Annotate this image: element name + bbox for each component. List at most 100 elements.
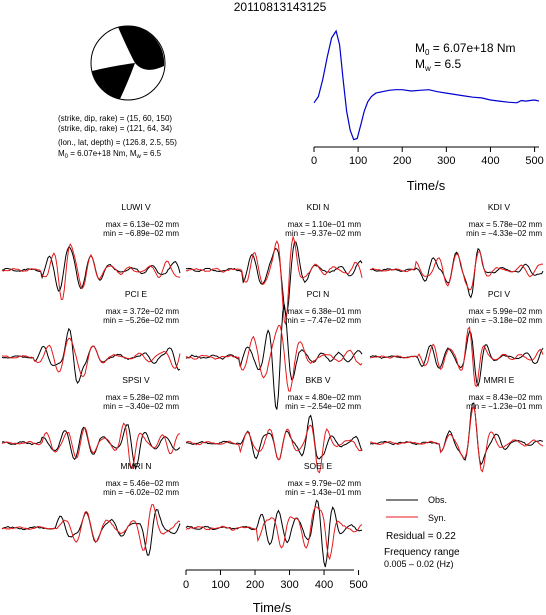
obs-trace bbox=[1, 424, 181, 470]
wave-xlabel: Time/s bbox=[253, 600, 292, 615]
panel-max-label: max = 1.10e−01 mm bbox=[288, 220, 362, 229]
stf-x-tick-label: 0 bbox=[311, 155, 317, 167]
panel-station-label: KDI N bbox=[307, 202, 330, 212]
syn-trace bbox=[1, 422, 181, 469]
moment-mw: Mw = 6.5 bbox=[415, 57, 461, 73]
syn-trace bbox=[369, 405, 544, 473]
panel-station-label: PCI N bbox=[307, 289, 330, 299]
syn-trace bbox=[185, 235, 363, 326]
legend-syn-label: Syn. bbox=[428, 513, 446, 523]
panel-station-label: KDI V bbox=[488, 202, 511, 212]
beachball-compressional-quadrant-2 bbox=[92, 63, 135, 99]
syn-trace bbox=[1, 337, 181, 377]
obs-trace bbox=[185, 304, 363, 410]
legend-obs-label: Obs. bbox=[428, 495, 447, 505]
stf-x-tick-label: 500 bbox=[525, 155, 543, 167]
panel-min-label: min = −7.47e−02 mm bbox=[285, 316, 361, 325]
syn-trace bbox=[370, 326, 544, 388]
panel-max-label: max = 6.13e−02 mm bbox=[106, 220, 180, 229]
panel-min-label: min = −6.89e−02 mm bbox=[103, 229, 179, 238]
moment-text: M0 = 6.07e+18 Nm Mw = 6.5 bbox=[415, 41, 516, 73]
syn-trace bbox=[185, 506, 363, 561]
mechanism-line-1: (strike, dip, rake) = (15, 60, 150) bbox=[58, 114, 172, 123]
wave-x-tick-label: 100 bbox=[211, 579, 229, 591]
stf-x-tick-label: 300 bbox=[437, 155, 455, 167]
syn-trace bbox=[369, 250, 544, 291]
panel-min-label: min = −4.33e−02 mm bbox=[466, 229, 542, 238]
panel-station-label: SPSI V bbox=[122, 375, 150, 385]
mechanism-line-2: (strike, dip, rake) = (121, 64, 34) bbox=[58, 124, 172, 133]
focal-mechanism-beachball bbox=[90, 25, 166, 101]
stf-x-tick-label: 200 bbox=[393, 155, 411, 167]
mechanism-text: (strike, dip, rake) = (15, 60, 150) (str… bbox=[58, 114, 177, 160]
panel-max-label: max = 9.79e−02 mm bbox=[288, 479, 362, 488]
panel-max-label: max = 4.80e−02 mm bbox=[288, 393, 362, 402]
obs-trace bbox=[1, 327, 181, 384]
panel-min-label: min = −3.40e−02 mm bbox=[103, 402, 179, 411]
panel-max-label: max = 5.99e−02 mm bbox=[469, 307, 543, 316]
wave-x-axis-group: 0 100 200 300 400 500 bbox=[183, 569, 368, 591]
wave-x-tick-label: 0 bbox=[183, 579, 189, 591]
legend: Obs. Syn. Residual = 0.22 Frequency rang… bbox=[384, 495, 460, 569]
panel-station-label: PCI E bbox=[125, 289, 148, 299]
panel-min-label: min = −1.43e−01 mm bbox=[285, 488, 361, 497]
panel-min-label: min = −9.37e−02 mm bbox=[285, 229, 361, 238]
panel-station-label: LUWI V bbox=[121, 202, 151, 212]
beachball-compressional-quadrant-1 bbox=[118, 25, 165, 70]
panel-max-label: max = 6.38e−01 mm bbox=[288, 307, 362, 316]
panel-min-label: min = −3.18e−02 mm bbox=[466, 316, 542, 325]
legend-frequency-title: Frequency range bbox=[384, 547, 460, 558]
obs-trace bbox=[186, 414, 363, 461]
panel-max-label: max = 5.46e−02 mm bbox=[106, 479, 180, 488]
panel-station-label: MMRI E bbox=[484, 375, 515, 385]
source-time-function-plot: M0 = 6.07e+18 Nm Mw = 6.5 Time/s 0 100 200… bbox=[311, 29, 544, 193]
obs-trace bbox=[185, 499, 363, 568]
legend-residual: Residual = 0.22 bbox=[386, 531, 456, 542]
stf-x-tick-label: 100 bbox=[349, 155, 367, 167]
syn-trace bbox=[185, 424, 363, 474]
wave-x-tick-label: 500 bbox=[349, 579, 367, 591]
stf-line bbox=[313, 29, 540, 141]
stf-xlabel: Time/s bbox=[407, 178, 446, 193]
panel-station-label: PCI V bbox=[488, 289, 511, 299]
panel-min-label: min = −2.54e−02 mm bbox=[285, 402, 361, 411]
syn-trace bbox=[1, 504, 181, 551]
obs-trace bbox=[369, 402, 544, 466]
wave-x-tick-label: 300 bbox=[280, 579, 298, 591]
panel-station-label: BKB V bbox=[305, 375, 330, 385]
panel-max-label: max = 5.78e−02 mm bbox=[469, 220, 543, 229]
panel-station-label: SOEI E bbox=[304, 461, 333, 471]
panel-min-label: min = −1.23e−01 mm bbox=[466, 402, 542, 411]
panel-max-label: max = 5.28e−02 mm bbox=[106, 393, 180, 402]
legend-frequency-range: 0.005 – 0.02 (Hz) bbox=[384, 559, 454, 569]
panel-min-label: min = −6.02e−02 mm bbox=[103, 488, 179, 497]
mechanism-line-4: M0 = 6.07e+18 Nm, Mw = 6.5 bbox=[58, 149, 162, 160]
wave-x-tick-label: 200 bbox=[246, 579, 264, 591]
syn-trace bbox=[1, 242, 181, 301]
figure-title: 20110813143125 bbox=[234, 0, 327, 14]
panel-min-label: min = −5.26e−02 mm bbox=[103, 316, 179, 325]
panel-max-label: max = 3.72e−02 mm bbox=[106, 307, 180, 316]
syn-trace bbox=[185, 324, 363, 392]
wave-x-tick-label: 400 bbox=[315, 579, 333, 591]
obs-trace bbox=[369, 247, 544, 299]
obs-trace bbox=[1, 509, 181, 556]
stf-x-tick-label: 400 bbox=[481, 155, 499, 167]
panel-station-label: MMRI N bbox=[120, 461, 151, 471]
mechanism-line-3: (lon., lat, depth) = (126.8, 2.5, 55) bbox=[58, 138, 177, 147]
panel-max-label: max = 8.43e−02 mm bbox=[469, 393, 543, 402]
moment-m0: M0 = 6.07e+18 Nm bbox=[415, 41, 516, 57]
